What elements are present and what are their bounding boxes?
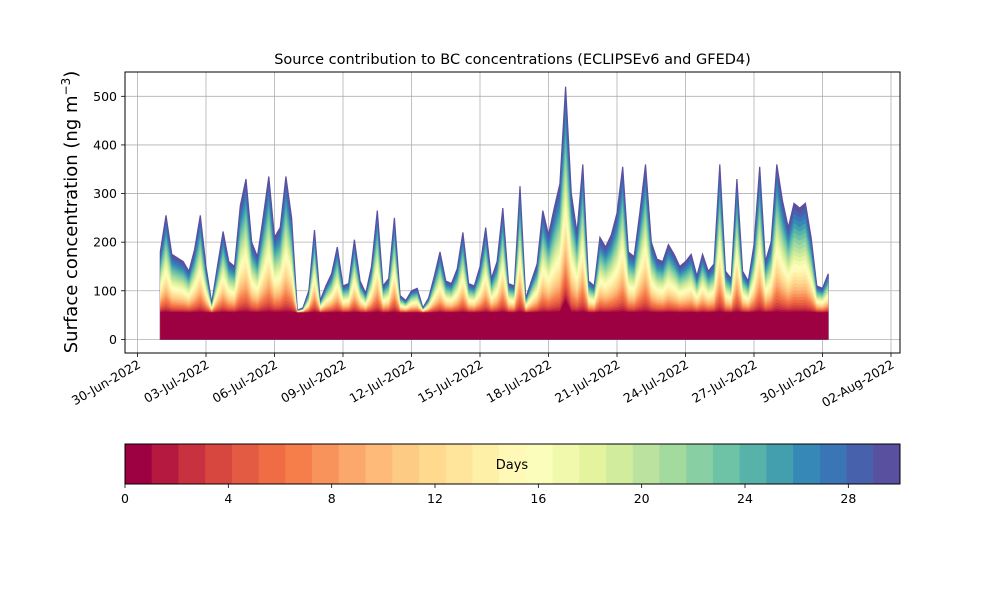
- y-axis-label: Surface concentration (ng m−3): [59, 71, 82, 354]
- colorbar-cell: [793, 444, 821, 484]
- contribution-band-day-0: [160, 299, 829, 340]
- colorbar-tick-label: 24: [737, 491, 753, 506]
- x-tick-label: 18-Jul-2022: [484, 357, 554, 406]
- colorbar-cell: [579, 444, 607, 484]
- colorbar-cell: [606, 444, 634, 484]
- colorbar-tick-label: 8: [328, 491, 336, 506]
- x-tick-label: 03-Jul-2022: [141, 357, 211, 406]
- colorbar-cell: [819, 444, 847, 484]
- x-tick-label: 09-Jul-2022: [278, 357, 348, 406]
- colorbar-cell: [766, 444, 794, 484]
- colorbar-cell: [231, 444, 260, 484]
- colorbar: Days 0 4 8 12 16 20 24 28: [121, 443, 901, 506]
- colorbar-cell: [659, 444, 687, 484]
- colorbar-cell: [525, 444, 553, 484]
- colorbar-cell: [472, 444, 500, 484]
- x-tick-label: 21-Jul-2022: [552, 357, 622, 406]
- y-tick-label: 0: [109, 332, 117, 347]
- y-tick-label: 400: [93, 137, 117, 152]
- colorbar-tick-label: 28: [840, 491, 856, 506]
- x-tick-label: 15-Jul-2022: [415, 357, 485, 406]
- colorbar-cell: [338, 444, 366, 484]
- colorbar-cell: [258, 444, 286, 484]
- colorbar-cell: [125, 444, 153, 484]
- colorbar-cell: [205, 444, 233, 484]
- colorbar-tick-label: 16: [530, 491, 546, 506]
- colorbar-cell: [178, 444, 206, 484]
- colorbar-cell: [151, 444, 179, 484]
- colorbar-cell: [392, 444, 420, 484]
- colorbar-ticks: 0 4 8 12 16 20 24 28: [121, 484, 856, 506]
- x-tick-label: 02-Aug-2022: [819, 357, 897, 410]
- colorbar-cell: [873, 444, 901, 484]
- colorbar-cell: [846, 444, 874, 484]
- y-tick-label: 300: [93, 186, 117, 201]
- chart-title: Source contribution to BC concentrations…: [274, 52, 751, 68]
- colorbar-cells: [125, 444, 901, 484]
- y-axis: 0 100 200 300 400 500: [93, 89, 125, 347]
- y-tick-label: 500: [93, 89, 117, 104]
- stacked-areas: [159, 86, 829, 340]
- x-tick-label: 24-Jul-2022: [621, 357, 691, 406]
- colorbar-tick-label: 0: [121, 491, 129, 506]
- colorbar-cell: [312, 444, 340, 484]
- x-axis: 30-Jun-202203-Jul-202206-Jul-202209-Jul-…: [69, 353, 897, 410]
- colorbar-cell: [739, 444, 767, 484]
- colorbar-cell: [632, 444, 660, 484]
- colorbar-label: Days: [496, 458, 529, 473]
- colorbar-cell: [552, 444, 580, 484]
- colorbar-cell: [418, 444, 447, 484]
- y-tick-label: 200: [93, 235, 117, 250]
- colorbar-cell: [499, 444, 527, 484]
- colorbar-tick-label: 4: [224, 491, 232, 506]
- colorbar-cell: [285, 444, 313, 484]
- colorbar-cell: [712, 444, 741, 484]
- colorbar-cell: [686, 444, 714, 484]
- colorbar-frame: [124, 443, 901, 485]
- colorbar-cell: [365, 444, 393, 484]
- x-tick-label: 30-Jul-2022: [758, 357, 828, 406]
- x-tick-label: 27-Jul-2022: [689, 357, 759, 406]
- colorbar-cell: [445, 444, 473, 484]
- colorbar-tick-label: 20: [634, 491, 650, 506]
- x-tick-label: 06-Jul-2022: [210, 357, 280, 406]
- y-tick-label: 100: [93, 283, 117, 298]
- x-tick-label: 30-Jun-2022: [69, 357, 143, 408]
- plot-frame: [124, 71, 901, 354]
- colorbar-tick-label: 12: [427, 491, 443, 506]
- x-tick-label: 12-Jul-2022: [347, 357, 417, 406]
